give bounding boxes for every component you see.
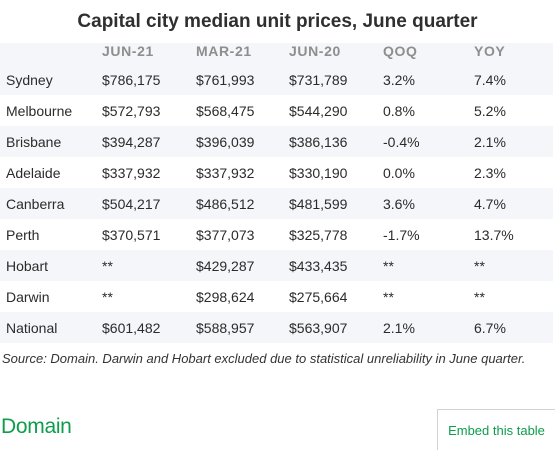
city-cell: Canberra [0, 188, 96, 219]
price-cell: $330,190 [283, 157, 377, 188]
price-cell: $568,475 [190, 95, 283, 126]
footer: Domain Embed this table [0, 405, 555, 450]
city-cell: Hobart [0, 250, 96, 281]
price-cell: $544,290 [283, 95, 377, 126]
city-cell: Perth [0, 219, 96, 250]
table-row: Adelaide $337,932 $337,932 $330,190 0.0%… [0, 157, 553, 188]
change-cell: 6.7% [468, 312, 553, 343]
city-cell: Darwin [0, 281, 96, 312]
change-cell: 7.4% [468, 64, 553, 95]
change-cell: 2.3% [468, 157, 553, 188]
price-cell: $786,175 [96, 64, 190, 95]
change-cell: ** [377, 250, 468, 281]
change-cell: ** [377, 281, 468, 312]
change-cell: 0.8% [377, 95, 468, 126]
price-cell: $601,482 [96, 312, 190, 343]
price-cell: $275,664 [283, 281, 377, 312]
table-row: Canberra $504,217 $486,512 $481,599 3.6%… [0, 188, 553, 219]
price-cell: $377,073 [190, 219, 283, 250]
change-cell: 5.2% [468, 95, 553, 126]
change-cell: 0.0% [377, 157, 468, 188]
city-cell: Brisbane [0, 126, 96, 157]
column-header [0, 43, 96, 64]
table-row: Melbourne $572,793 $568,475 $544,290 0.8… [0, 95, 553, 126]
city-cell: Sydney [0, 64, 96, 95]
price-cell: $396,039 [190, 126, 283, 157]
column-header-yoy: YOY [468, 43, 553, 64]
change-cell: ** [468, 281, 553, 312]
source-note: Source: Domain. Darwin and Hobart exclud… [2, 351, 526, 366]
price-cell: $731,789 [283, 64, 377, 95]
prices-table: JUN-21 MAR-21 JUN-20 QOQ YOY Sydney $786… [0, 43, 553, 343]
city-cell: National [0, 312, 96, 343]
change-cell: -1.7% [377, 219, 468, 250]
change-cell: ** [468, 250, 553, 281]
price-cell: $337,932 [190, 157, 283, 188]
price-cell: $433,435 [283, 250, 377, 281]
price-cell: $588,957 [190, 312, 283, 343]
column-header-jun-21: JUN-21 [96, 43, 190, 64]
table-title: Capital city median unit prices, June qu… [0, 0, 555, 43]
price-cell: $563,907 [283, 312, 377, 343]
city-cell: Melbourne [0, 95, 96, 126]
change-cell: 3.6% [377, 188, 468, 219]
table-row: Hobart ** $429,287 $433,435 ** ** [0, 250, 553, 281]
price-cell: $572,793 [96, 95, 190, 126]
price-cell: $337,932 [96, 157, 190, 188]
change-cell: 2.1% [377, 312, 468, 343]
price-cell: $429,287 [190, 250, 283, 281]
price-cell: $486,512 [190, 188, 283, 219]
price-cell: $325,778 [283, 219, 377, 250]
price-cell: $370,571 [96, 219, 190, 250]
column-header-jun-20: JUN-20 [283, 43, 377, 64]
change-cell: 4.7% [468, 188, 553, 219]
change-cell: -0.4% [377, 126, 468, 157]
price-cell: $394,287 [96, 126, 190, 157]
table-row: Brisbane $394,287 $396,039 $386,136 -0.4… [0, 126, 553, 157]
table-row: National $601,482 $588,957 $563,907 2.1%… [0, 312, 553, 343]
price-cell: $504,217 [96, 188, 190, 219]
price-cell: ** [96, 250, 190, 281]
price-cell: $386,136 [283, 126, 377, 157]
price-cell: $761,993 [190, 64, 283, 95]
table-row: Perth $370,571 $377,073 $325,778 -1.7% 1… [0, 219, 553, 250]
table-header-row: JUN-21 MAR-21 JUN-20 QOQ YOY [0, 43, 553, 64]
column-header-qoq: QOQ [377, 43, 468, 64]
embed-table-button[interactable]: Embed this table [437, 409, 555, 450]
price-cell: ** [96, 281, 190, 312]
price-cell: $481,599 [283, 188, 377, 219]
change-cell: 13.7% [468, 219, 553, 250]
price-cell: $298,624 [190, 281, 283, 312]
table-row: Sydney $786,175 $761,993 $731,789 3.2% 7… [0, 64, 553, 95]
city-cell: Adelaide [0, 157, 96, 188]
change-cell: 2.1% [468, 126, 553, 157]
change-cell: 3.2% [377, 64, 468, 95]
column-header-mar-21: MAR-21 [190, 43, 283, 64]
table-row: Darwin ** $298,624 $275,664 ** ** [0, 281, 553, 312]
domain-logo[interactable]: Domain [1, 415, 72, 438]
